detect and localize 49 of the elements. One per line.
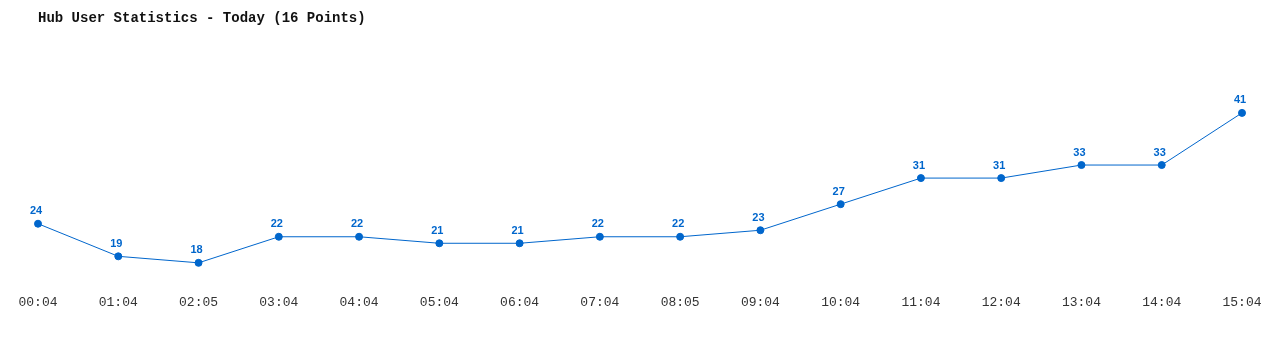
x-tick-label: 03:04 xyxy=(259,294,299,310)
x-tick-label: 04:04 xyxy=(339,294,379,310)
point xyxy=(1238,108,1246,117)
data-label: 19 xyxy=(110,236,123,249)
x-tick-label: 07:04 xyxy=(580,294,620,310)
data-label: 21 xyxy=(511,223,524,236)
point xyxy=(836,200,845,209)
point xyxy=(34,219,42,228)
chart-title: Hub User Statistics - Today (16 Points) xyxy=(38,9,366,26)
point xyxy=(1077,161,1086,170)
point xyxy=(274,232,283,241)
data-label: 24 xyxy=(29,204,43,217)
point xyxy=(114,252,123,261)
x-tick-label: 14:04 xyxy=(1142,294,1182,310)
point xyxy=(194,258,203,267)
data-label: 22 xyxy=(270,217,283,230)
x-tick-label: 01:04 xyxy=(98,294,138,310)
x-tick-label: 00:04 xyxy=(18,294,58,310)
data-label: 41 xyxy=(1233,93,1247,106)
data-label: 33 xyxy=(1153,145,1166,158)
x-tick-label: 13:04 xyxy=(1061,294,1102,310)
point xyxy=(355,232,364,241)
point xyxy=(676,232,685,241)
point xyxy=(515,239,524,248)
x-tick-label: 11:04 xyxy=(901,294,941,310)
point xyxy=(595,232,604,241)
x-tick-label: 09:04 xyxy=(740,294,781,310)
point xyxy=(1157,161,1166,170)
x-tick-label: 10:04 xyxy=(821,294,861,310)
data-label: 31 xyxy=(993,158,1006,171)
data-label: 22 xyxy=(672,217,685,230)
data-label: 31 xyxy=(912,158,926,171)
point xyxy=(435,239,444,248)
data-label: 27 xyxy=(832,184,845,197)
point xyxy=(916,174,925,183)
x-tick-label: 06:04 xyxy=(500,294,540,310)
data-label: 18 xyxy=(190,243,203,256)
point xyxy=(756,226,765,235)
x-tick-label: 15:04 xyxy=(1222,294,1262,310)
x-tick-label: 02:05 xyxy=(179,294,219,310)
x-tick-label: 05:04 xyxy=(419,294,460,310)
point xyxy=(997,174,1006,183)
data-label: 22 xyxy=(591,217,604,230)
x-tick-label: 12:04 xyxy=(981,294,1021,310)
data-label: 21 xyxy=(431,223,444,236)
data-label: 22 xyxy=(350,217,364,230)
x-tick-label: 08:05 xyxy=(660,294,700,310)
data-label: 33 xyxy=(1073,145,1086,158)
data-label: 23 xyxy=(752,210,765,223)
